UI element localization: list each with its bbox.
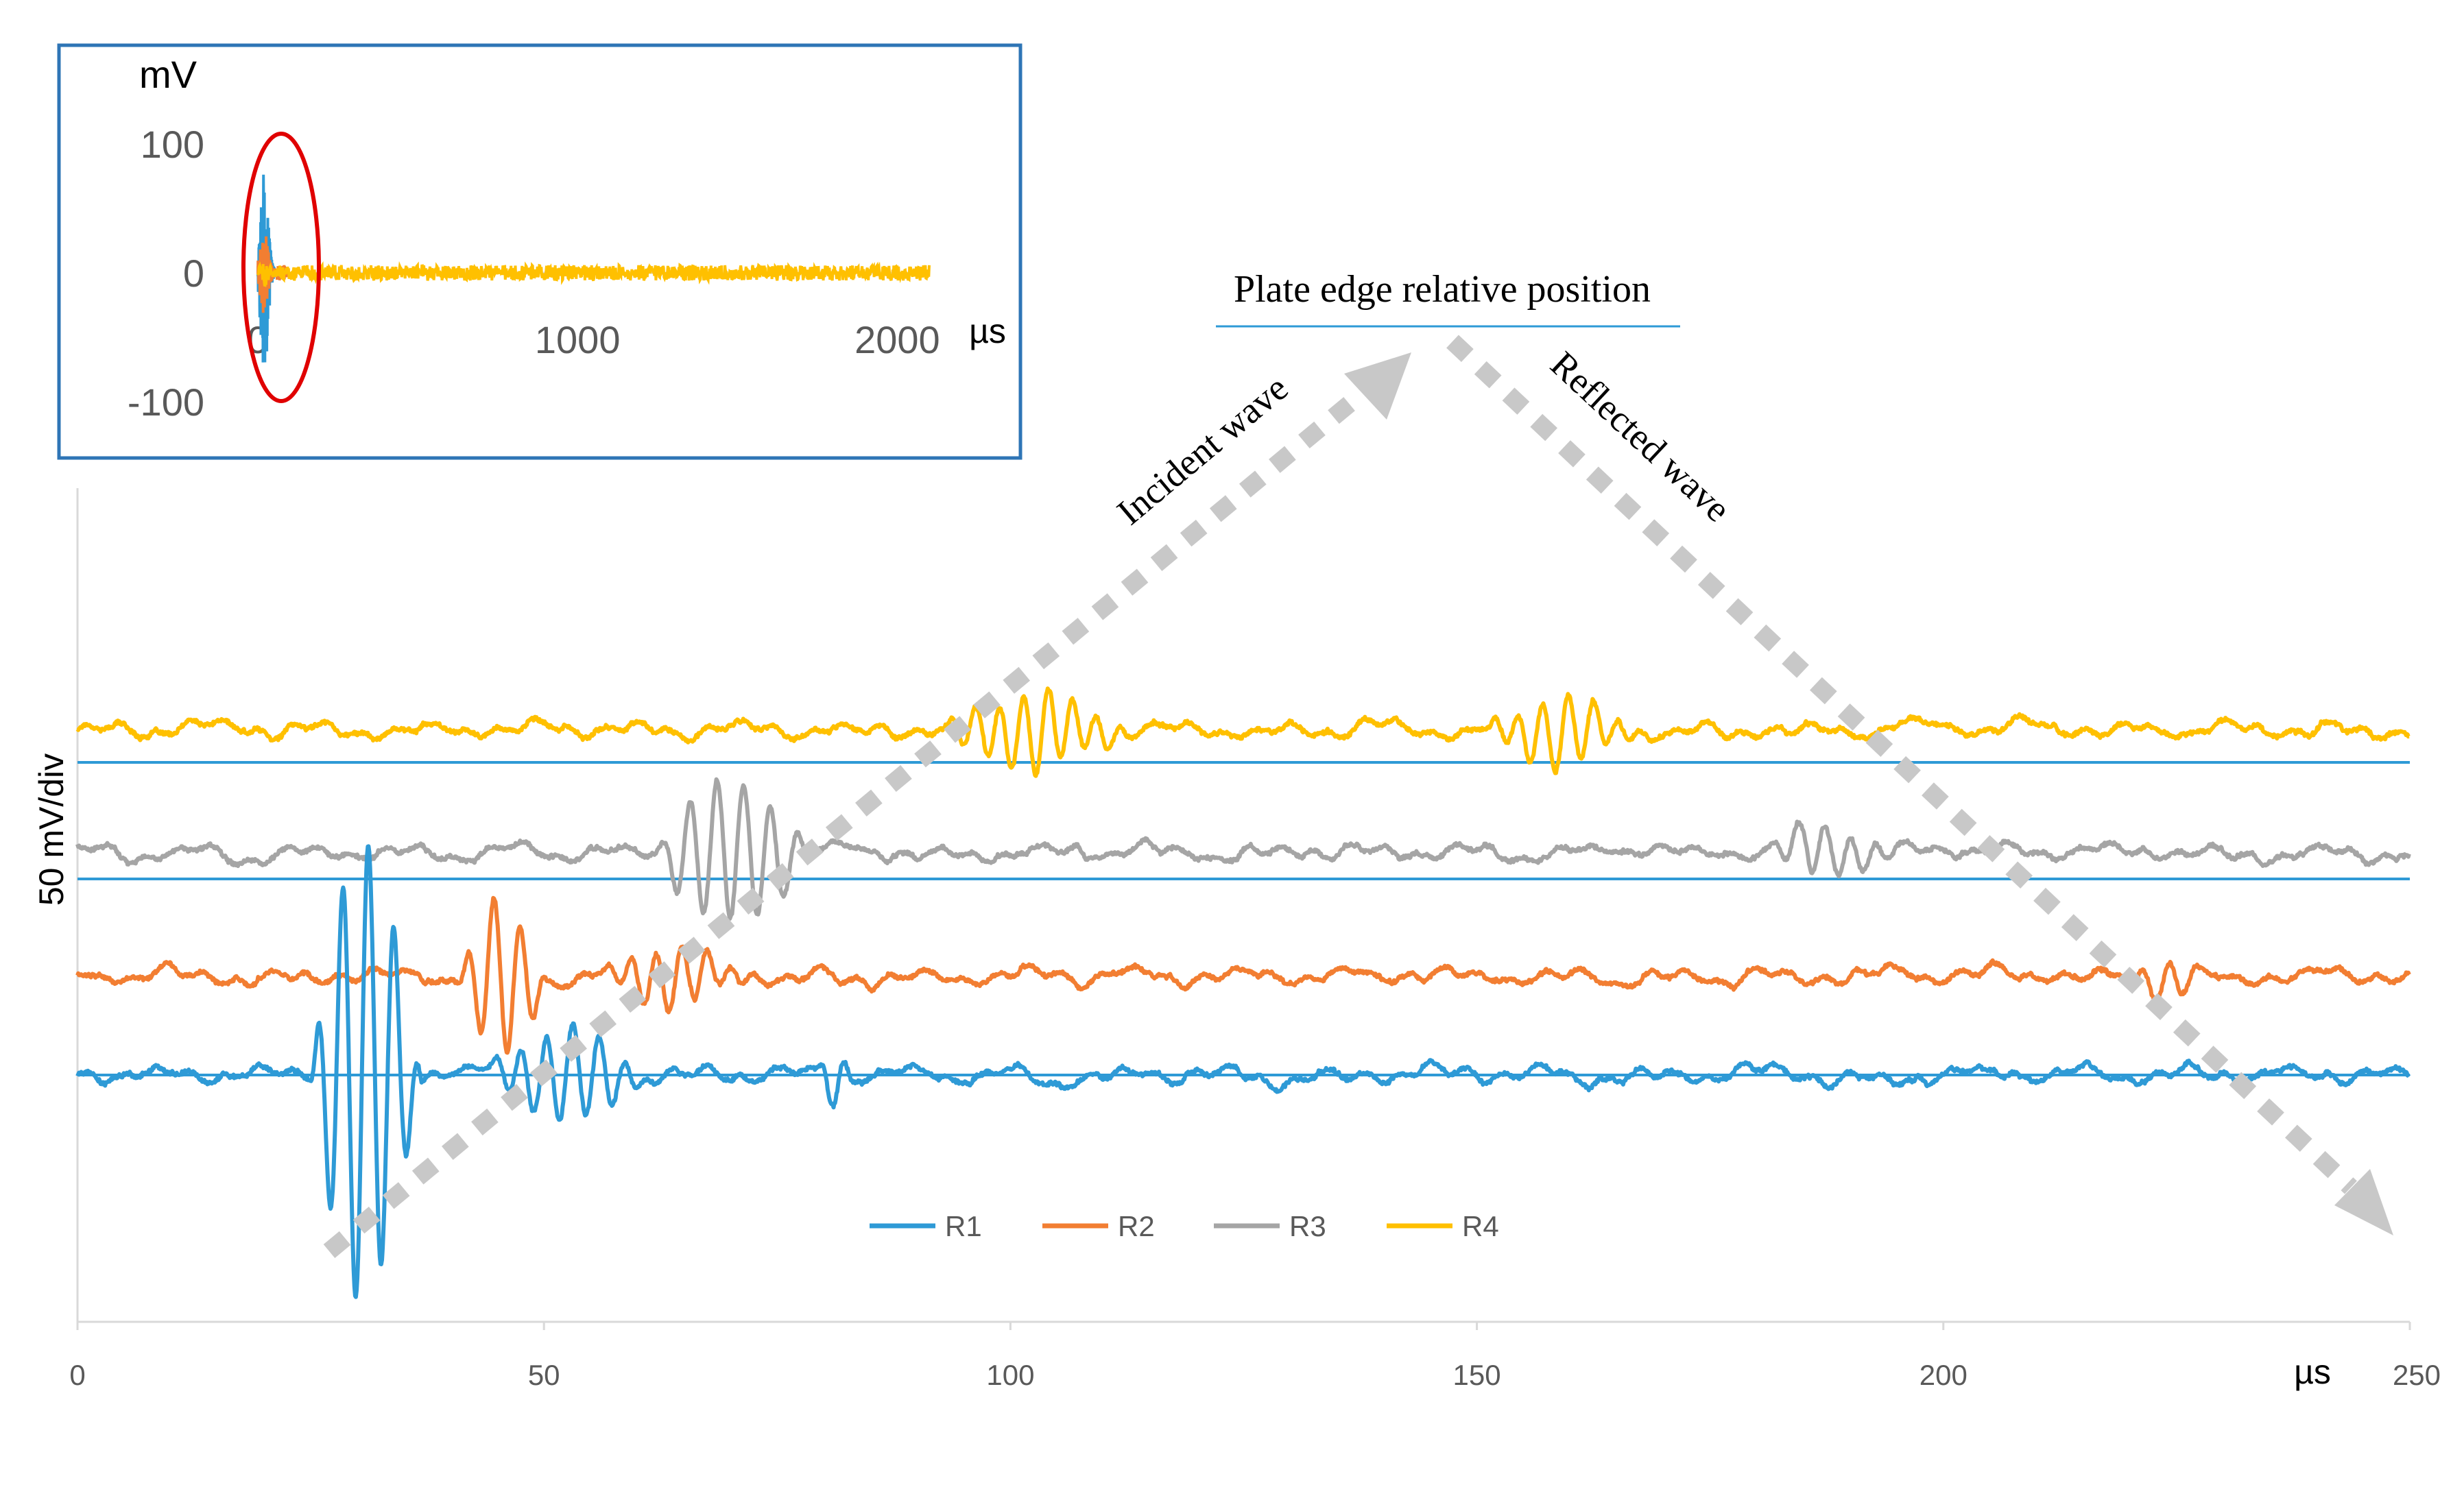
reflected-wave-arrow-shaft — [1446, 335, 2357, 1194]
x-axis-unit: µs — [2294, 1353, 2331, 1391]
baseline-reference-lines — [77, 761, 2410, 1076]
main-axes — [76, 488, 2410, 1323]
x-tick-label-150: 150 — [1453, 1359, 1501, 1391]
legend-label-r2: R2 — [1118, 1210, 1155, 1242]
series-r2-line — [75, 895, 2411, 1055]
inset-series — [256, 174, 931, 363]
x-axis-ticks: 0 50 100 150 200 250 — [69, 1322, 2441, 1391]
highlight-ellipse — [241, 132, 321, 403]
inset-x-tick-label-1000: 1000 — [535, 318, 621, 361]
inset-axis-ticks: 1000-1000 1000 2000 — [128, 123, 940, 424]
inset-series-r4-line — [256, 261, 931, 287]
inset-y-tick-label-100: 100 — [141, 123, 204, 166]
inset-y-tick-label-0: 0 — [183, 252, 204, 295]
incident-wave-arrow-shaft — [323, 376, 1381, 1258]
incident-wave-arrowhead — [1344, 352, 1411, 420]
legend-label-r1: R1 — [945, 1210, 982, 1242]
inset-y-unit: mV — [139, 53, 198, 96]
series-r3-line — [75, 777, 2411, 921]
series-r4-line — [75, 686, 2411, 778]
inset-y-tick-label--100: -100 — [128, 381, 204, 424]
reflected-wave-label: Reflected wave — [1543, 343, 1738, 530]
inset-x-unit: µs — [969, 312, 1006, 350]
inset-chart: 1000-1000 1000 2000 mV µs — [57, 43, 1022, 460]
y-axis-title: 50 mV/div — [32, 753, 71, 906]
x-tick-label-200: 200 — [1919, 1359, 1967, 1391]
incident-wave-label: Incident wave — [1110, 367, 1296, 533]
legend-label-r3: R3 — [1289, 1210, 1326, 1242]
reflected-wave-arrow — [1446, 335, 2393, 1235]
reflected-wave-arrowhead — [2334, 1169, 2393, 1235]
inset-border — [57, 43, 1022, 460]
legend-label-r4: R4 — [1462, 1210, 1499, 1242]
signal-series — [75, 686, 2411, 1299]
x-tick-label-0: 0 — [69, 1359, 85, 1391]
incident-wave-arrow — [323, 352, 1411, 1258]
x-tick-label-100: 100 — [986, 1359, 1034, 1391]
plate-edge-label: Plate edge relative position — [1234, 268, 1651, 311]
legend: R1 R2 R3 R4 — [870, 1210, 1499, 1242]
inset-x-tick-label-2000: 2000 — [854, 318, 940, 361]
x-tick-label-250: 250 — [2393, 1359, 2441, 1391]
series-r1-line — [75, 844, 2411, 1299]
x-tick-label-50: 50 — [528, 1359, 560, 1391]
